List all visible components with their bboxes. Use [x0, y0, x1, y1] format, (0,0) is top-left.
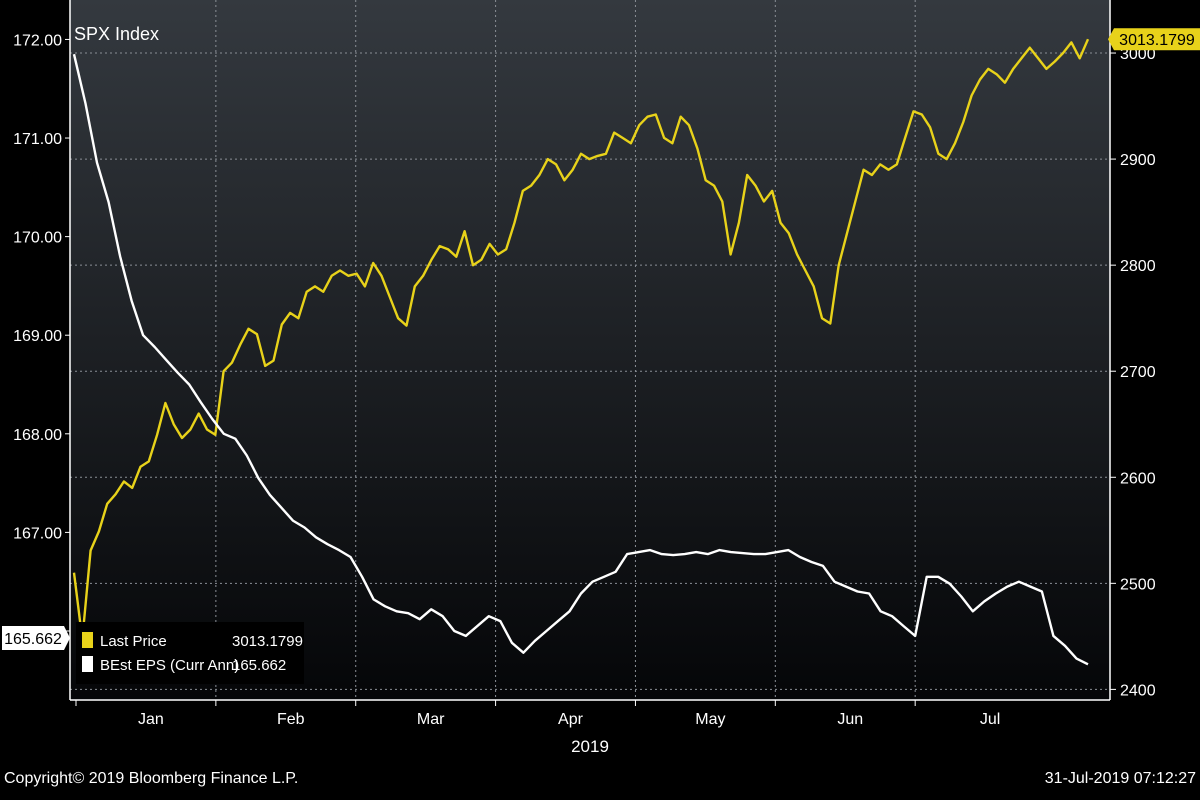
- series-lines: [72, 38, 1090, 666]
- x-tick-label: Mar: [417, 711, 445, 728]
- best-eps-value-pointer: [64, 626, 70, 650]
- right-tick-label: 2500: [1120, 576, 1156, 593]
- left-tick-label: 168.00: [13, 427, 62, 444]
- x-tick-label: Jul: [980, 711, 1000, 728]
- x-tick-label: May: [695, 711, 725, 728]
- right-tick-label: 3000: [1120, 46, 1156, 63]
- series-line-best-eps: [72, 53, 1089, 666]
- legend: Last Price 3013.1799 BEst EPS (Curr Ann)16…: [76, 622, 304, 684]
- legend-series-name: BEst EPS (Curr Ann): [100, 657, 239, 674]
- legend-series-value: 165.662: [232, 657, 286, 674]
- right-tick-label: 2700: [1120, 364, 1156, 381]
- x-tick-label: Jun: [837, 711, 863, 728]
- last-price-value-box: [1114, 28, 1200, 51]
- left-tick-label: 170.00: [13, 230, 62, 247]
- left-tick-label: 172.00: [13, 32, 62, 49]
- x-tick-label: Apr: [558, 711, 584, 728]
- timestamp-text: 31-Jul-2019 07:12:27: [1044, 770, 1196, 787]
- legend-swatch: [82, 632, 93, 648]
- x-tick-label: Jan: [138, 711, 164, 728]
- x-tick-label: Feb: [277, 711, 305, 728]
- legend-box: [76, 622, 304, 684]
- left-tick-label: 171.00: [13, 131, 62, 148]
- plot-background: [70, 0, 1110, 700]
- value-labels: 3013.1799 165.662: [2, 28, 1200, 650]
- best-eps-value-label: 165.662: [4, 631, 62, 648]
- legend-series-value: 3013.1799: [232, 633, 303, 650]
- grid: [70, 0, 1110, 700]
- legend-swatch: [82, 656, 93, 672]
- legend-series-name: Last Price: [100, 633, 167, 650]
- last-price-value-pointer: [1108, 28, 1114, 51]
- best-eps-value-box: [2, 626, 64, 650]
- right-tick-label: 2400: [1120, 682, 1156, 699]
- last-price-value-label: 3013.1799: [1119, 32, 1195, 49]
- series-line-last-price: [72, 38, 1090, 641]
- year-label: 2019: [571, 737, 609, 756]
- copyright-text: Copyright© 2019 Bloomberg Finance L.P.: [4, 770, 299, 787]
- left-tick-label: 169.00: [13, 328, 62, 345]
- right-tick-label: 2900: [1120, 152, 1156, 169]
- right-tick-label: 2800: [1120, 258, 1156, 275]
- right-tick-label: 2600: [1120, 470, 1156, 487]
- left-tick-label: 167.00: [13, 525, 62, 542]
- chart-title: SPX Index: [74, 24, 159, 44]
